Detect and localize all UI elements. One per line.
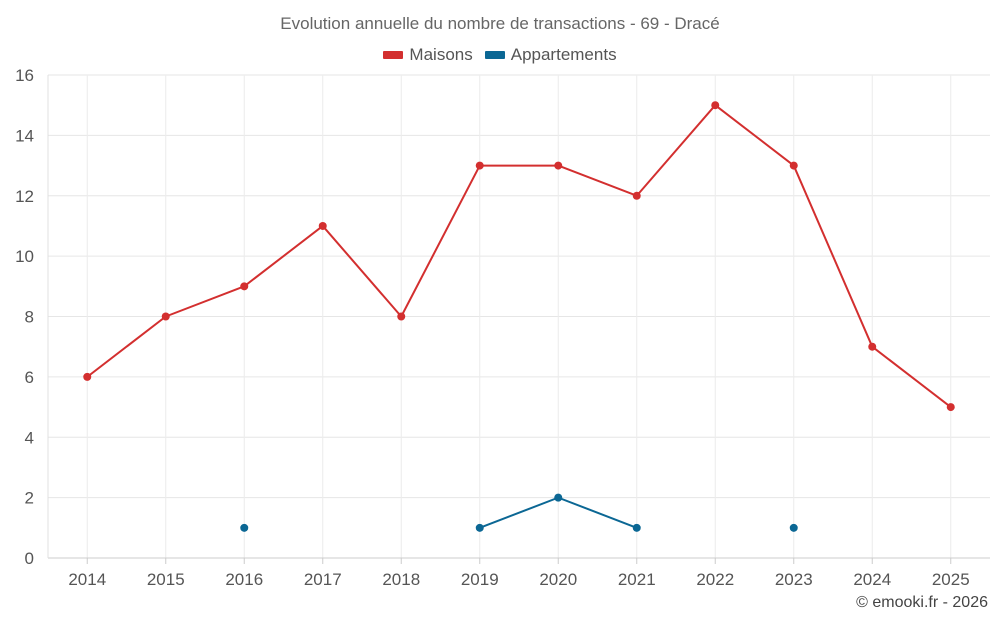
x-tick-label: 2014 — [68, 570, 106, 589]
chart-title: Evolution annuelle du nombre de transact… — [280, 14, 720, 33]
legend-item-appartements[interactable]: Appartements — [484, 45, 617, 65]
y-tick-label: 8 — [25, 308, 34, 327]
x-tick-label: 2022 — [696, 570, 734, 589]
y-tick-label: 2 — [25, 489, 34, 508]
x-tick-label: 2018 — [382, 570, 420, 589]
y-tick-label: 14 — [15, 126, 34, 145]
data-point-appartements-2016 — [240, 523, 249, 532]
x-tick-label: 2024 — [853, 570, 891, 589]
y-tick-label: 10 — [15, 247, 34, 266]
data-point-appartements-2019 — [475, 523, 484, 532]
legend-swatch-maisons — [383, 51, 404, 59]
data-point-appartements-2020 — [554, 493, 563, 502]
y-tick-label: 4 — [25, 428, 34, 447]
data-point-appartements-2023 — [789, 523, 798, 532]
data-point-appartements-2021 — [632, 523, 641, 532]
data-point-maisons-2021 — [632, 191, 641, 200]
x-tick-label: 2020 — [539, 570, 577, 589]
x-tick-label: 2016 — [225, 570, 263, 589]
data-point-maisons-2014 — [83, 372, 92, 381]
legend-swatch-appartements — [484, 51, 505, 59]
y-tick-label: 12 — [15, 187, 34, 206]
y-tick-label: 0 — [25, 549, 34, 568]
x-tick-label: 2023 — [775, 570, 813, 589]
chart-legend: Maisons Appartements — [0, 45, 1000, 65]
data-point-maisons-2015 — [161, 312, 170, 321]
data-point-maisons-2023 — [789, 161, 798, 170]
series-line-maisons — [86, 104, 952, 408]
data-point-maisons-2018 — [397, 312, 406, 321]
x-tick-label: 2021 — [618, 570, 656, 589]
data-point-maisons-2020 — [554, 161, 563, 170]
x-tick-label: 2025 — [932, 570, 970, 589]
legend-label-appartements: Appartements — [510, 45, 617, 64]
y-tick-label: 16 — [15, 66, 34, 85]
y-tick-label: 6 — [25, 368, 34, 387]
x-tick-label: 2015 — [147, 570, 185, 589]
data-point-maisons-2019 — [475, 161, 484, 170]
data-point-maisons-2016 — [240, 282, 249, 291]
legend-item-maisons[interactable]: Maisons — [383, 45, 473, 65]
copyright-credit: © emooki.fr - 2026 — [856, 594, 988, 611]
x-tick-label: 2017 — [304, 570, 342, 589]
data-point-maisons-2024 — [868, 342, 877, 351]
data-point-maisons-2022 — [711, 101, 720, 110]
legend-label-maisons: Maisons — [409, 45, 473, 64]
x-tick-label: 2019 — [461, 570, 499, 589]
data-point-maisons-2025 — [946, 403, 955, 412]
data-point-maisons-2017 — [318, 221, 327, 230]
